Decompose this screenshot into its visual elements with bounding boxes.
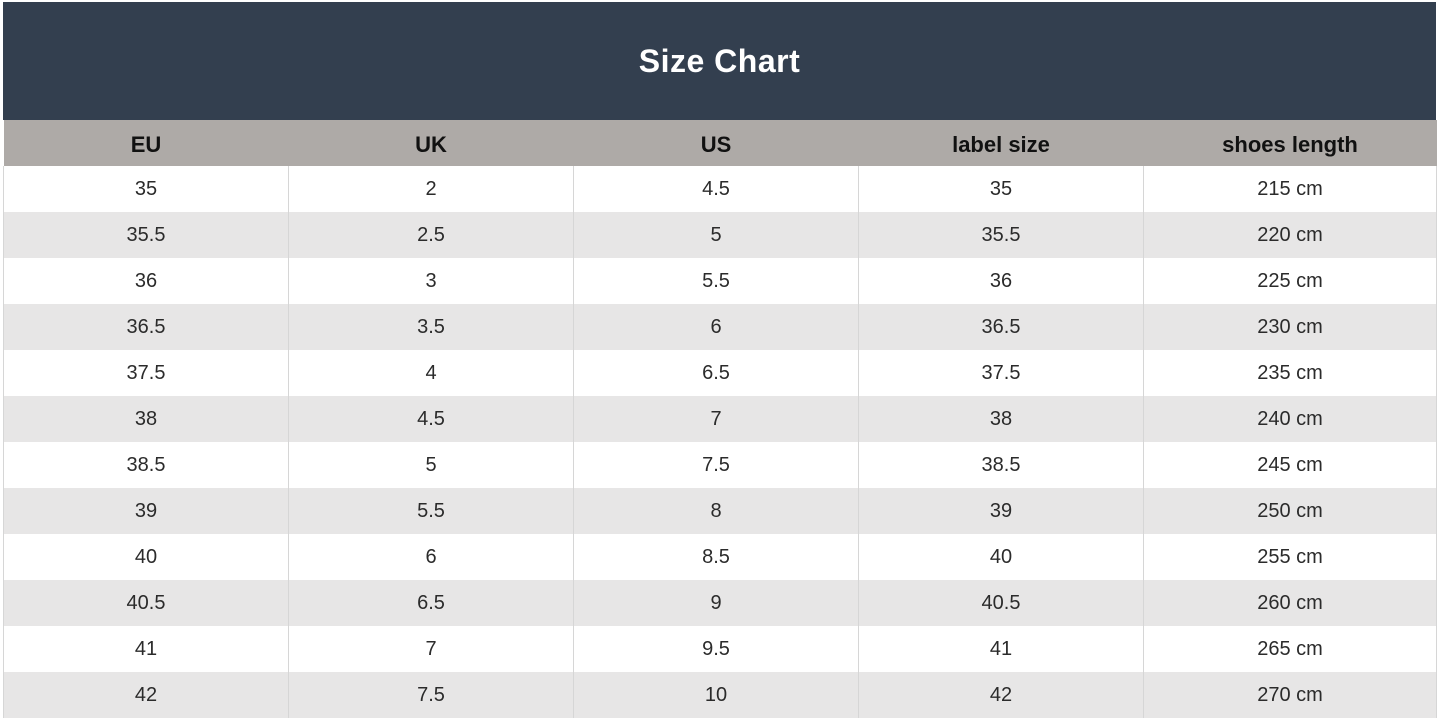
chart-title: Size Chart	[3, 2, 1436, 120]
uk-cell: 3.5	[288, 304, 574, 350]
label-size-cell: 40.5	[858, 580, 1144, 626]
shoes-length-cell: 255 cm	[1143, 534, 1437, 580]
us-cell: 5	[573, 212, 859, 258]
uk-cell: 3	[288, 258, 574, 304]
us-cell: 6.5	[573, 350, 859, 396]
shoes-length-cell: 240 cm	[1143, 396, 1437, 442]
us-cell: 5.5	[573, 258, 859, 304]
eu-cell: 40.5	[3, 580, 289, 626]
eu-cell: 38.5	[3, 442, 289, 488]
eu-cell: 38	[3, 396, 289, 442]
label-size-cell: 39	[858, 488, 1144, 534]
shoes-length-cell: 260 cm	[1143, 580, 1437, 626]
us-cell: 8.5	[573, 534, 859, 580]
header-row: EU UK US label size shoes length	[3, 120, 1437, 166]
eu-cell: 42	[3, 672, 289, 718]
label-size-cell: 37.5	[858, 350, 1144, 396]
table-row: 35.5 2.5 5 35.5 220 cm	[3, 212, 1437, 258]
eu-cell: 39	[3, 488, 289, 534]
uk-cell: 5	[288, 442, 574, 488]
uk-cell: 7	[288, 626, 574, 672]
eu-cell: 37.5	[3, 350, 289, 396]
eu-cell: 35	[3, 166, 289, 212]
us-cell: 6	[573, 304, 859, 350]
label-size-cell: 38	[858, 396, 1144, 442]
column-header-us: US	[573, 120, 859, 166]
us-cell: 10	[573, 672, 859, 718]
us-cell: 8	[573, 488, 859, 534]
shoes-length-cell: 265 cm	[1143, 626, 1437, 672]
table-body: 35 2 4.5 35 215 cm 35.5 2.5 5 35.5 220 cm 36 3 5.5 36…	[3, 166, 1437, 718]
shoes-length-cell: 250 cm	[1143, 488, 1437, 534]
size-chart: Size Chart EU UK US label size shoes len…	[3, 2, 1437, 718]
size-table: EU UK US label size shoes length 35 2 4.5 3…	[3, 120, 1437, 718]
uk-cell: 4	[288, 350, 574, 396]
uk-cell: 2.5	[288, 212, 574, 258]
shoes-length-cell: 230 cm	[1143, 304, 1437, 350]
table-row: 38 4.5 7 38 240 cm	[3, 396, 1437, 442]
label-size-cell: 42	[858, 672, 1144, 718]
shoes-length-cell: 220 cm	[1143, 212, 1437, 258]
uk-cell: 7.5	[288, 672, 574, 718]
uk-cell: 6.5	[288, 580, 574, 626]
us-cell: 9.5	[573, 626, 859, 672]
eu-cell: 36	[3, 258, 289, 304]
table-row: 38.5 5 7.5 38.5 245 cm	[3, 442, 1437, 488]
table-row: 36 3 5.5 36 225 cm	[3, 258, 1437, 304]
uk-cell: 2	[288, 166, 574, 212]
column-header-label-size: label size	[858, 120, 1144, 166]
us-cell: 7	[573, 396, 859, 442]
table-row: 41 7 9.5 41 265 cm	[3, 626, 1437, 672]
column-header-shoes-length: shoes length	[1143, 120, 1437, 166]
label-size-cell: 35.5	[858, 212, 1144, 258]
eu-cell: 41	[3, 626, 289, 672]
table-row: 40.5 6.5 9 40.5 260 cm	[3, 580, 1437, 626]
us-cell: 9	[573, 580, 859, 626]
label-size-cell: 36.5	[858, 304, 1144, 350]
us-cell: 4.5	[573, 166, 859, 212]
shoes-length-cell: 225 cm	[1143, 258, 1437, 304]
shoes-length-cell: 235 cm	[1143, 350, 1437, 396]
shoes-length-cell: 245 cm	[1143, 442, 1437, 488]
eu-cell: 36.5	[3, 304, 289, 350]
column-header-uk: UK	[288, 120, 574, 166]
table-row: 39 5.5 8 39 250 cm	[3, 488, 1437, 534]
shoes-length-cell: 215 cm	[1143, 166, 1437, 212]
table-row: 40 6 8.5 40 255 cm	[3, 534, 1437, 580]
label-size-cell: 41	[858, 626, 1144, 672]
us-cell: 7.5	[573, 442, 859, 488]
label-size-cell: 38.5	[858, 442, 1144, 488]
table-row: 37.5 4 6.5 37.5 235 cm	[3, 350, 1437, 396]
uk-cell: 6	[288, 534, 574, 580]
label-size-cell: 40	[858, 534, 1144, 580]
uk-cell: 5.5	[288, 488, 574, 534]
label-size-cell: 35	[858, 166, 1144, 212]
label-size-cell: 36	[858, 258, 1144, 304]
table-row: 35 2 4.5 35 215 cm	[3, 166, 1437, 212]
uk-cell: 4.5	[288, 396, 574, 442]
shoes-length-cell: 270 cm	[1143, 672, 1437, 718]
eu-cell: 35.5	[3, 212, 289, 258]
column-header-eu: EU	[3, 120, 289, 166]
table-row: 36.5 3.5 6 36.5 230 cm	[3, 304, 1437, 350]
table-row: 42 7.5 10 42 270 cm	[3, 672, 1437, 718]
eu-cell: 40	[3, 534, 289, 580]
